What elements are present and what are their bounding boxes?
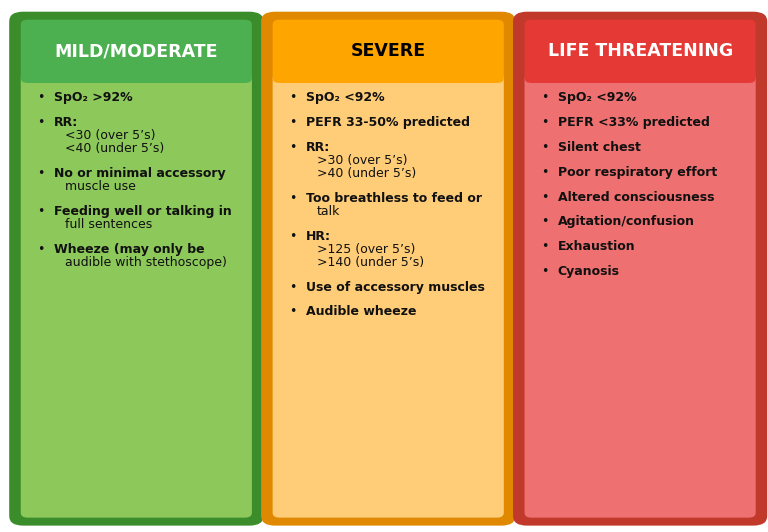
Text: MILD/MODERATE: MILD/MODERATE [55, 43, 218, 60]
Text: •: • [289, 117, 296, 129]
FancyBboxPatch shape [273, 20, 504, 83]
Text: •: • [289, 305, 296, 319]
Text: <40 (under 5’s): <40 (under 5’s) [65, 143, 164, 155]
Text: RR:: RR: [306, 141, 330, 154]
Text: talk: talk [317, 205, 340, 218]
Text: •: • [541, 92, 548, 104]
Text: PEFR <33% predicted: PEFR <33% predicted [558, 117, 710, 129]
Text: •: • [541, 117, 548, 129]
Text: •: • [37, 92, 45, 104]
Text: PEFR 33-50% predicted: PEFR 33-50% predicted [306, 117, 470, 129]
Text: •: • [541, 166, 548, 179]
Text: SpO₂ <92%: SpO₂ <92% [558, 92, 636, 104]
Text: full sentences: full sentences [65, 218, 153, 231]
Text: •: • [37, 243, 45, 256]
Text: SpO₂ <92%: SpO₂ <92% [306, 92, 384, 104]
Text: Altered consciousness: Altered consciousness [558, 190, 714, 204]
Text: Audible wheeze: Audible wheeze [306, 305, 416, 319]
Text: •: • [289, 92, 296, 104]
Text: <30 (over 5’s): <30 (over 5’s) [65, 129, 156, 143]
Text: RR:: RR: [54, 117, 78, 129]
Text: Use of accessory muscles: Use of accessory muscles [306, 281, 485, 294]
Text: •: • [289, 230, 296, 243]
Text: Too breathless to feed or: Too breathless to feed or [306, 192, 482, 205]
Text: •: • [289, 281, 296, 294]
Text: •: • [37, 205, 45, 218]
Text: Poor respiratory effort: Poor respiratory effort [558, 166, 717, 179]
Text: Cyanosis: Cyanosis [558, 265, 620, 278]
Text: SpO₂ >92%: SpO₂ >92% [54, 92, 132, 104]
Text: LIFE THREATENING: LIFE THREATENING [548, 43, 733, 60]
Text: •: • [541, 265, 548, 278]
Text: •: • [541, 141, 548, 154]
Text: Wheeze (may only be: Wheeze (may only be [54, 243, 204, 256]
FancyBboxPatch shape [513, 12, 767, 526]
Text: >140 (under 5’s): >140 (under 5’s) [317, 256, 424, 269]
Text: Silent chest: Silent chest [558, 141, 641, 154]
Text: HR:: HR: [306, 230, 331, 243]
Text: No or minimal accessory: No or minimal accessory [54, 167, 225, 180]
Text: audible with stethoscope): audible with stethoscope) [65, 256, 227, 269]
FancyBboxPatch shape [21, 73, 252, 518]
FancyBboxPatch shape [261, 12, 515, 526]
FancyBboxPatch shape [9, 12, 263, 526]
Text: Exhaustion: Exhaustion [558, 240, 635, 253]
FancyBboxPatch shape [525, 73, 756, 518]
FancyBboxPatch shape [525, 20, 756, 83]
Text: >30 (over 5’s): >30 (over 5’s) [317, 154, 408, 167]
Text: •: • [289, 192, 296, 205]
Text: Agitation/confusion: Agitation/confusion [558, 215, 694, 228]
Text: >125 (over 5’s): >125 (over 5’s) [317, 243, 415, 256]
Text: Feeding well or talking in: Feeding well or talking in [54, 205, 231, 218]
FancyBboxPatch shape [21, 20, 252, 83]
Text: •: • [541, 240, 548, 253]
FancyBboxPatch shape [273, 73, 504, 518]
Text: SEVERE: SEVERE [351, 43, 425, 60]
Text: •: • [37, 117, 45, 129]
Text: •: • [541, 215, 548, 228]
Text: muscle use: muscle use [65, 180, 136, 193]
Text: >40 (under 5’s): >40 (under 5’s) [317, 167, 416, 180]
Text: •: • [541, 190, 548, 204]
Text: •: • [37, 167, 45, 180]
Text: •: • [289, 141, 296, 154]
